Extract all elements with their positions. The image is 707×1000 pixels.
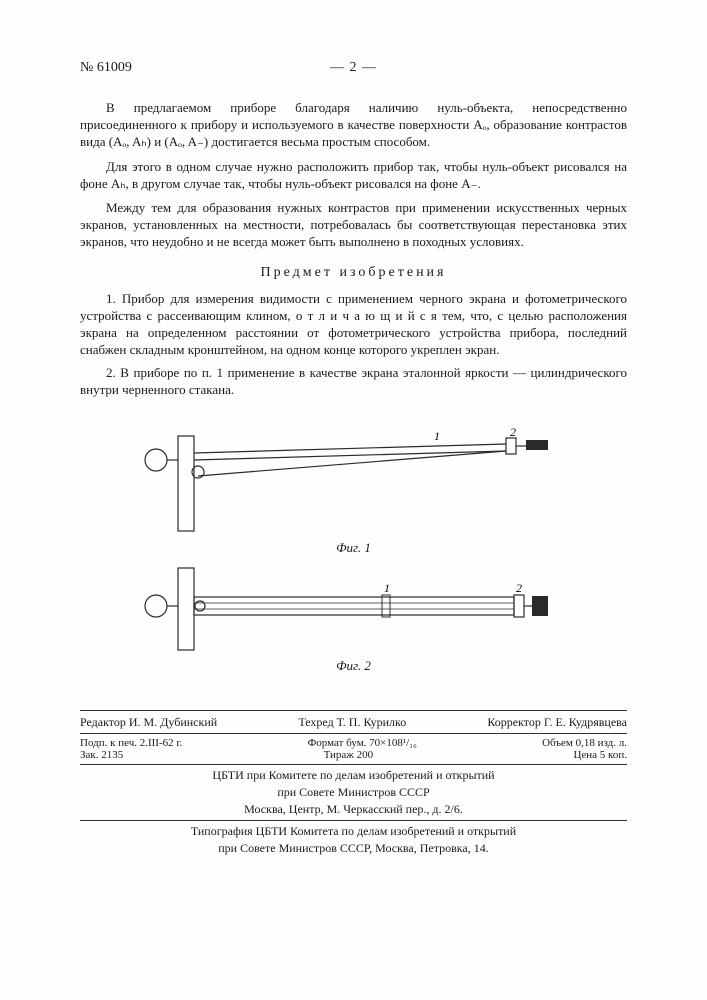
fig2-callout-2: 2 [516,581,522,595]
header-row: № 61009 — 2 — № 61009 [80,60,627,76]
fig1-callout-1: 1 [434,429,440,443]
tech-credit: Техред Т. П. Курилко [298,715,406,730]
separator-line-1 [80,710,627,711]
order-number: Зак. 2135 [80,749,123,761]
sign-date: Подп. к печ. 2.III-62 г. [80,737,182,749]
figures-block: 1 2 Фиг. 1 1 2 Фиг. 2 [134,426,574,674]
paragraph-1: В предлагаемом приборе благодаря наличию… [80,100,627,151]
meta-row-2: Зак. 2135 Тираж 200 Цена 5 коп. [80,749,627,761]
cbti-line-2: при Совете Министров СССР [80,785,627,800]
separator-line-3 [80,764,627,765]
typography-line-2: при Совете Министров СССР, Москва, Петро… [80,841,627,856]
subject-title: Предмет изобретения [80,265,627,281]
figure-2-svg: 1 2 [134,564,574,654]
corrector-credit: Корректор Г. Е. Кудрявцева [487,715,627,730]
paragraph-2: Для этого в одном случае нужно расположи… [80,159,627,193]
fig2-caption: Фиг. 2 [134,658,574,674]
fig2-callout-1: 1 [384,581,390,595]
claim-1: 1. Прибор для измерения видимости с прим… [80,291,627,359]
cbti-address: Москва, Центр, М. Черкасский пер., д. 2/… [80,802,627,817]
meta-row-1: Подп. к печ. 2.III-62 г. Формат бум. 70×… [80,737,627,749]
typography-line-1: Типография ЦБТИ Комитета по делам изобре… [80,824,627,839]
cbti-line-1: ЦБТИ при Комитете по делам изобретений и… [80,768,627,783]
separator-line-4 [80,820,627,821]
editor-credit: Редактор И. М. Дубинский [80,715,217,730]
figure-1-svg: 1 2 [134,426,574,536]
separator-line-2 [80,733,627,734]
format-info: Формат бум. 70×108¹/₁₆ [308,737,417,749]
fig1-caption: Фиг. 1 [134,540,574,556]
tirazh-info: Тираж 200 [324,749,374,761]
page-number: — 2 — [330,60,377,76]
doc-number: № 61009 [80,60,132,76]
paragraph-3: Между тем для образования нужных контрас… [80,200,627,251]
fig1-callout-2: 2 [510,426,516,439]
volume-info: Объем 0,18 изд. л. [542,737,627,749]
page-container: № 61009 — 2 — № 61009 В предлагаемом при… [0,0,707,1000]
credits-row: Редактор И. М. Дубинский Техред Т. П. Ку… [80,715,627,730]
claim-2: 2. В приборе по п. 1 применение в качест… [80,365,627,399]
price-info: Цена 5 коп. [573,749,627,761]
